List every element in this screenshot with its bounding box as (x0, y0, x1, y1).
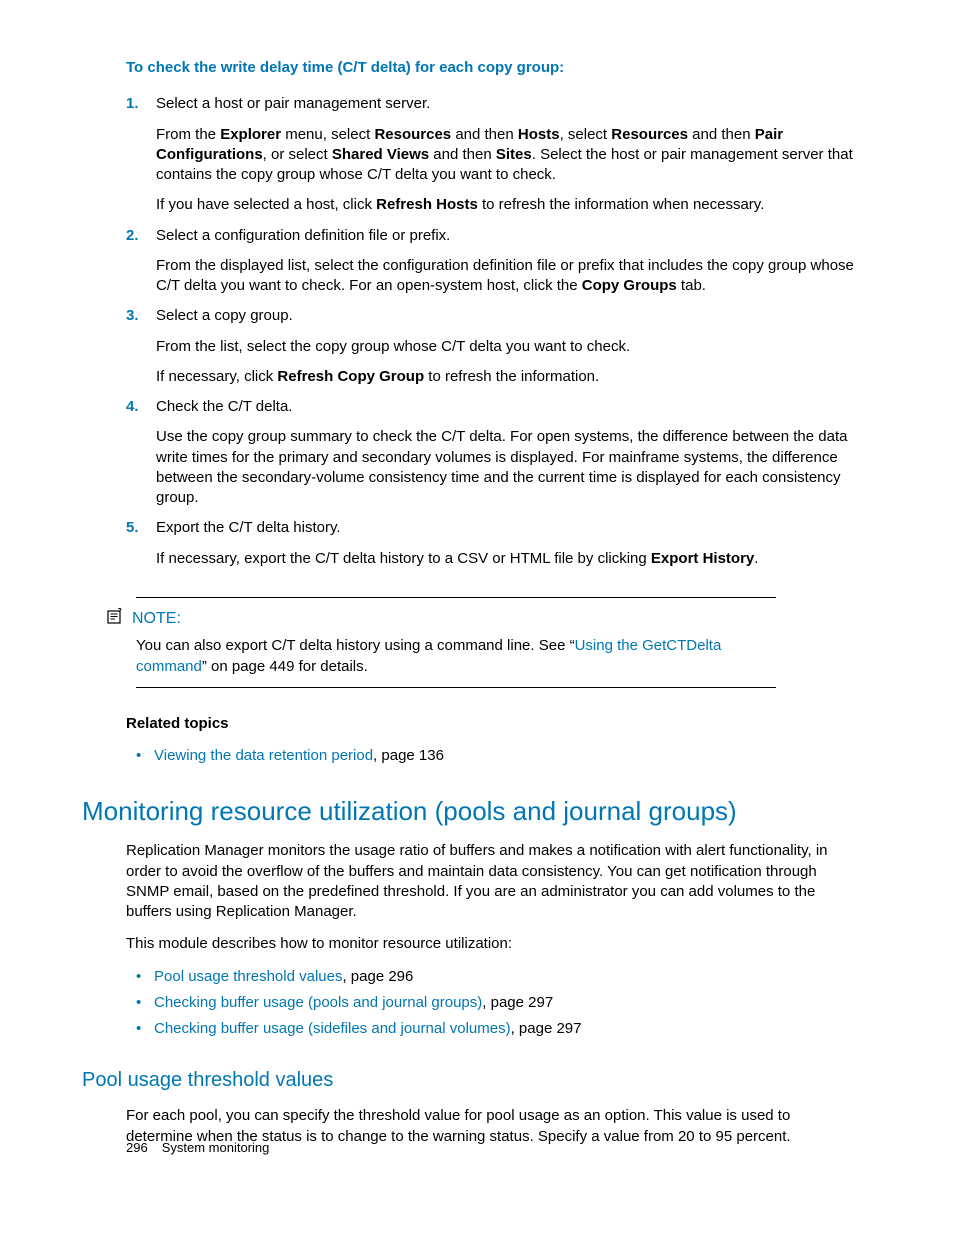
step-number: 4. (126, 397, 156, 508)
related-topics-heading: Related topics (126, 714, 860, 734)
bullet-icon: • (136, 993, 154, 1013)
step-3: 3. Select a copy group. From the list, s… (126, 306, 860, 387)
section-heading-monitoring: Monitoring resource utilization (pools a… (82, 794, 860, 829)
step-4: 4. Check the C/T delta. Use the copy gro… (126, 397, 860, 508)
step-para: From the displayed list, select the conf… (156, 256, 860, 297)
bullet-icon: • (136, 1019, 154, 1039)
tab-copy-groups: Copy Groups (582, 277, 677, 294)
button-refresh-hosts: Refresh Hosts (376, 196, 478, 213)
section-bullet-list: • Pool usage threshold values, page 296 … (136, 967, 860, 1040)
menu-hosts: Hosts (518, 126, 560, 143)
step-number: 2. (126, 226, 156, 297)
list-item: • Checking buffer usage (pools and journ… (136, 993, 860, 1013)
link-pool-usage-threshold[interactable]: Pool usage threshold values (154, 968, 342, 985)
note-rule-bottom (136, 687, 776, 688)
page-content: To check the write delay time (C/T delta… (0, 0, 954, 1147)
menu-explorer: Explorer (220, 126, 281, 143)
note-label: NOTE: (132, 608, 181, 630)
step-body: Select a configuration definition file o… (156, 226, 860, 297)
menu-sites: Sites (496, 146, 532, 163)
section-heading-pool-usage: Pool usage threshold values (82, 1067, 860, 1094)
page-number: 296 (126, 1140, 148, 1155)
menu-shared-views: Shared Views (332, 146, 429, 163)
step-para: From the list, select the copy group who… (156, 337, 860, 357)
step-para: If necessary, click Refresh Copy Group t… (156, 367, 860, 387)
list-item: • Pool usage threshold values, page 296 (136, 967, 860, 987)
note-icon (106, 608, 124, 631)
step-body: Check the C/T delta. Use the copy group … (156, 397, 860, 508)
bullet-icon: • (136, 967, 154, 987)
section-para: Replication Manager monitors the usage r… (126, 841, 860, 922)
list-item: • Viewing the data retention period, pag… (136, 746, 860, 766)
step-5: 5. Export the C/T delta history. If nece… (126, 518, 860, 569)
bullet-icon: • (136, 746, 154, 766)
step-body: Export the C/T delta history. If necessa… (156, 518, 860, 569)
step-number: 5. (126, 518, 156, 569)
step-number: 1. (126, 94, 156, 215)
step-lead: Select a host or pair management server. (156, 94, 860, 114)
note-text: You can also export C/T delta history us… (136, 636, 770, 677)
list-item: • Checking buffer usage (sidefiles and j… (136, 1019, 860, 1039)
step-para: From the Explorer menu, select Resources… (156, 125, 860, 186)
note-box: NOTE: You can also export C/T delta hist… (94, 597, 860, 688)
step-para: If necessary, export the C/T delta histo… (156, 549, 860, 569)
button-refresh-copy-group: Refresh Copy Group (277, 368, 424, 385)
step-para: If you have selected a host, click Refre… (156, 195, 860, 215)
step-lead: Select a configuration definition file o… (156, 226, 860, 246)
step-lead: Check the C/T delta. (156, 397, 860, 417)
step-body: Select a copy group. From the list, sele… (156, 306, 860, 387)
step-body: Select a host or pair management server.… (156, 94, 860, 215)
step-number: 3. (126, 306, 156, 387)
link-checking-buffer-sidefiles[interactable]: Checking buffer usage (sidefiles and jou… (154, 1020, 511, 1037)
step-1: 1. Select a host or pair management serv… (126, 94, 860, 215)
note-header: NOTE: (106, 608, 860, 631)
menu-resources: Resources (374, 126, 451, 143)
related-topics-list: • Viewing the data retention period, pag… (136, 746, 860, 766)
menu-resources-2: Resources (611, 126, 688, 143)
step-para: Use the copy group summary to check the … (156, 427, 860, 508)
step-2: 2. Select a configuration definition fil… (126, 226, 860, 297)
page-footer: 296 System monitoring (126, 1139, 269, 1157)
section-para: This module describes how to monitor res… (126, 934, 860, 954)
step-lead: Export the C/T delta history. (156, 518, 860, 538)
note-rule-top (136, 597, 776, 598)
chapter-title: System monitoring (162, 1140, 270, 1155)
link-checking-buffer-pools[interactable]: Checking buffer usage (pools and journal… (154, 994, 482, 1011)
button-export-history: Export History (651, 550, 754, 567)
step-list: 1. Select a host or pair management serv… (126, 94, 860, 569)
step-lead: Select a copy group. (156, 306, 860, 326)
procedure-title: To check the write delay time (C/T delta… (126, 58, 860, 78)
link-data-retention-period[interactable]: Viewing the data retention period (154, 747, 373, 764)
